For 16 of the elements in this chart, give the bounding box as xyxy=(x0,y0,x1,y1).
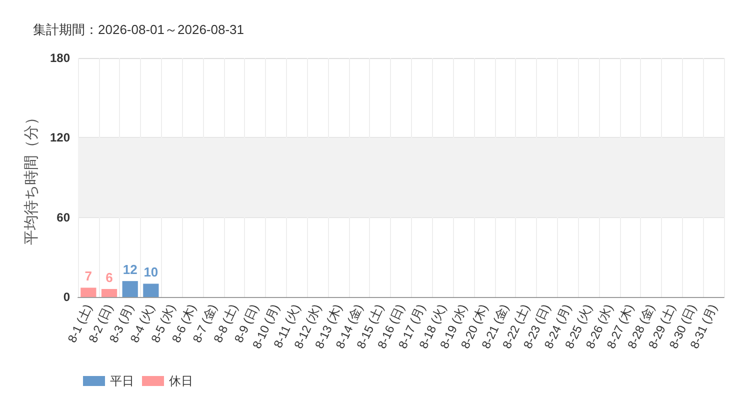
y-tick-label: 0 xyxy=(63,290,70,304)
data-label: 12 xyxy=(122,262,138,278)
chart-title: 集計期間：2026-08-01～2026-08-31 xyxy=(33,22,244,37)
bar xyxy=(101,289,118,297)
y-axis-title: 平均待ち時間（分） xyxy=(23,110,40,245)
y-tick-label: 60 xyxy=(56,210,70,224)
bar xyxy=(80,288,96,297)
y-tick-label: 180 xyxy=(50,51,70,65)
legend-label: 休日 xyxy=(169,374,193,388)
bar xyxy=(122,281,138,297)
data-label: 6 xyxy=(106,270,113,286)
legend-label: 平日 xyxy=(110,374,134,388)
data-label: 10 xyxy=(144,264,158,280)
data-label: 7 xyxy=(84,268,92,284)
y-tick-label: 120 xyxy=(50,130,70,145)
bar xyxy=(143,284,159,297)
